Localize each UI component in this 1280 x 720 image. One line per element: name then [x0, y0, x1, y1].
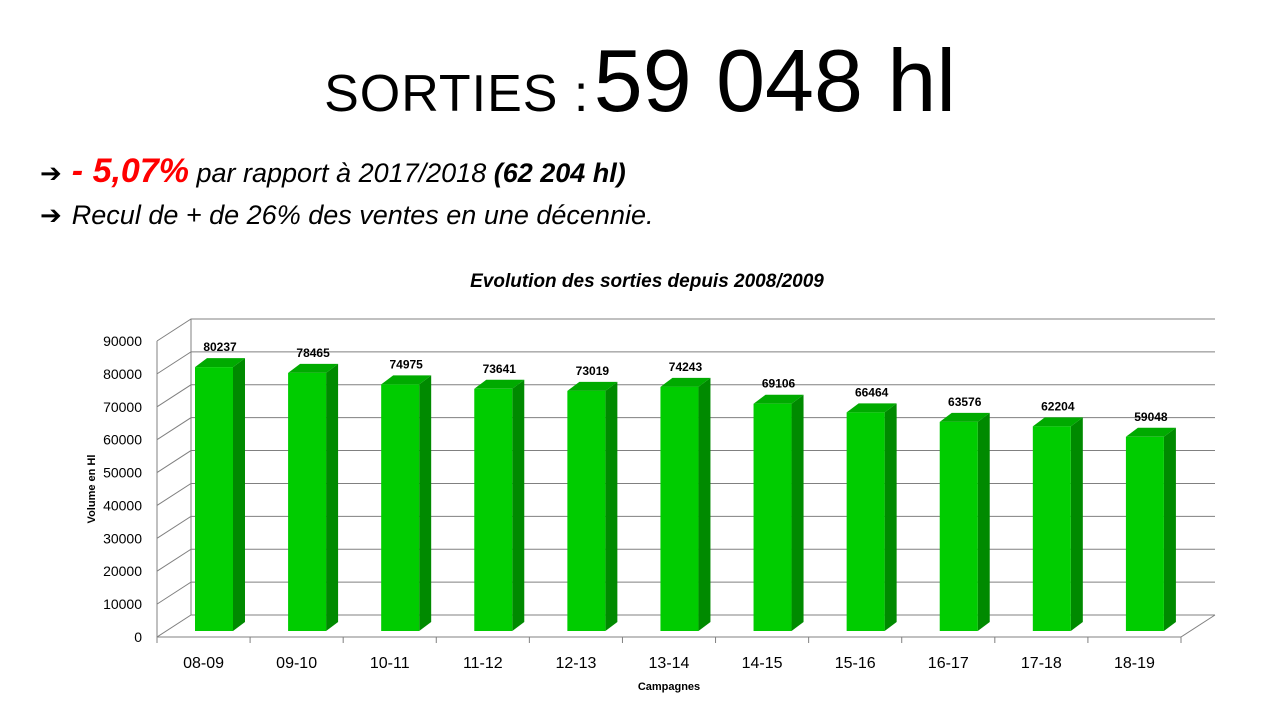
bar-side: [512, 379, 525, 631]
change-reference: (62 204 hl): [493, 158, 626, 188]
data-label: 69106: [762, 377, 796, 391]
y-axis-title: Volume en Hl: [86, 455, 98, 524]
bar-side: [326, 363, 339, 631]
y-tick-label: 70000: [103, 399, 142, 415]
bar: [846, 412, 885, 631]
y-tick-label: 50000: [103, 465, 142, 481]
x-tick-label: 17-18: [1021, 655, 1062, 672]
data-label: 63576: [948, 395, 982, 409]
x-tick-label: 14-15: [742, 655, 783, 672]
bar-top: [1125, 427, 1176, 437]
bar-top: [195, 358, 245, 368]
chart-title: Evolution des sorties depuis 2008/2009: [470, 271, 824, 292]
x-tick-label: 08-09: [183, 655, 224, 672]
bar: [1125, 436, 1164, 631]
bar-side: [1163, 427, 1176, 631]
change-text: par rapport à 2017/2018: [188, 158, 494, 188]
x-tick-label: 18-19: [1114, 655, 1155, 672]
bar: [567, 390, 606, 631]
bar-top: [567, 381, 618, 391]
data-label: 74243: [669, 360, 703, 374]
y-tick-label: 30000: [103, 530, 142, 546]
bar: [939, 421, 978, 631]
gridline: [156, 351, 1215, 375]
bullet-change: ➔ - 5,07% par rapport à 2017/2018 (62 204…: [40, 152, 626, 191]
bar: [381, 384, 420, 631]
bar: [753, 403, 792, 631]
bar-side: [698, 377, 711, 631]
data-label: 66464: [855, 385, 889, 399]
data-label: 78465: [296, 346, 330, 360]
bar-side: [884, 403, 897, 631]
bar-side: [605, 381, 618, 631]
headline-value: 59 048 hl: [593, 31, 956, 130]
bullet-decline: ➔ Recul de + de 26% des ventes en une déc…: [40, 200, 653, 231]
change-percent: - 5,07%: [71, 152, 189, 190]
gridline: [156, 384, 1215, 408]
bar-top: [381, 375, 432, 385]
bar-top: [753, 394, 804, 404]
x-tick-label: 16-17: [928, 655, 969, 672]
bar-side: [419, 375, 432, 631]
gridline: [156, 318, 1215, 342]
headline-label: SORTIES :: [324, 65, 590, 123]
data-label: 73019: [576, 364, 610, 378]
arrow-right-icon: ➔: [40, 200, 62, 230]
bar-side: [233, 358, 245, 631]
data-label: 73641: [483, 362, 517, 376]
y-tick-label: 10000: [103, 596, 142, 612]
data-label: 59048: [1134, 410, 1168, 424]
bar-top: [474, 379, 525, 389]
decline-text: Recul de + de 26% des ventes en une déce…: [71, 200, 654, 230]
bar: [474, 388, 513, 631]
y-tick-label: 90000: [103, 333, 142, 349]
x-tick-label: 12-13: [555, 655, 596, 672]
arrow-right-icon: ➔: [40, 158, 62, 188]
x-tick-label: 13-14: [649, 655, 690, 672]
y-tick-label: 80000: [103, 366, 142, 382]
bar-top: [288, 363, 339, 373]
floor-edge: [1180, 614, 1216, 638]
bar-top: [846, 403, 897, 413]
y-tick-label: 40000: [103, 497, 142, 513]
data-label: 80237: [203, 340, 237, 354]
bar-side: [977, 412, 990, 631]
bar-top: [939, 412, 990, 422]
bar-top: [1032, 417, 1083, 427]
x-axis-title: Campagnes: [638, 681, 700, 693]
x-tick-label: 11-12: [463, 655, 503, 672]
bar: [195, 367, 233, 631]
y-tick-label: 0: [134, 629, 142, 645]
headline: SORTIES : 59 048 hl: [0, 30, 1280, 132]
data-label: 74975: [389, 357, 423, 371]
y-tick-label: 20000: [103, 563, 142, 579]
bar-side: [791, 394, 804, 631]
y-tick-label: 60000: [103, 432, 142, 448]
bar-side: [1070, 417, 1083, 631]
x-tick-label: 10-11: [370, 655, 410, 672]
x-tick-label: 15-16: [835, 655, 876, 672]
x-tick-label: 09-10: [276, 655, 317, 672]
bar: [660, 386, 699, 631]
bar-top: [660, 377, 711, 387]
bar: [1032, 426, 1071, 631]
data-label: 62204: [1041, 399, 1075, 413]
bar: [288, 372, 327, 631]
